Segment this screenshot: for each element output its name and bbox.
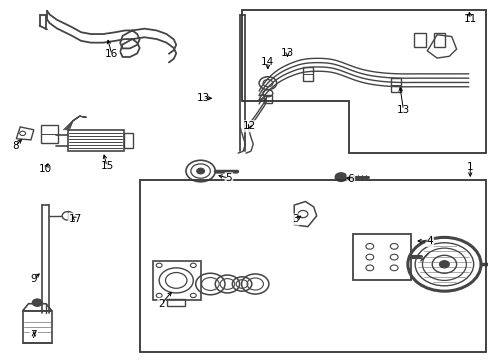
- Text: 16: 16: [105, 49, 118, 59]
- Bar: [22, 311, 52, 343]
- Bar: [41, 125, 58, 143]
- Bar: [140, 180, 485, 352]
- Bar: [302, 67, 313, 81]
- Bar: [390, 78, 400, 92]
- Text: 11: 11: [463, 14, 476, 24]
- Text: 3: 3: [292, 215, 298, 224]
- Circle shape: [196, 168, 204, 174]
- Text: 14: 14: [261, 57, 274, 67]
- Bar: [123, 134, 132, 148]
- Bar: [68, 130, 123, 151]
- Circle shape: [32, 299, 42, 306]
- Circle shape: [439, 261, 448, 268]
- Bar: [167, 299, 184, 306]
- Bar: [433, 33, 445, 47]
- Text: 2: 2: [158, 299, 164, 309]
- Bar: [413, 33, 425, 47]
- Circle shape: [334, 173, 346, 181]
- Text: 7: 7: [30, 330, 37, 340]
- Text: 1: 1: [466, 162, 472, 172]
- Text: 12: 12: [242, 121, 256, 131]
- Bar: [153, 261, 200, 300]
- Text: 8: 8: [12, 141, 19, 151]
- Text: 4: 4: [426, 236, 432, 246]
- Bar: [352, 234, 410, 280]
- Text: 15: 15: [100, 161, 113, 171]
- Text: 13: 13: [196, 93, 209, 103]
- Text: 9: 9: [30, 274, 37, 284]
- Text: 5: 5: [225, 173, 232, 183]
- Text: 10: 10: [39, 164, 52, 174]
- Text: 17: 17: [68, 214, 82, 224]
- Text: 13: 13: [280, 48, 293, 58]
- Text: 6: 6: [347, 174, 353, 184]
- Bar: [264, 95, 271, 103]
- Text: 13: 13: [396, 105, 409, 115]
